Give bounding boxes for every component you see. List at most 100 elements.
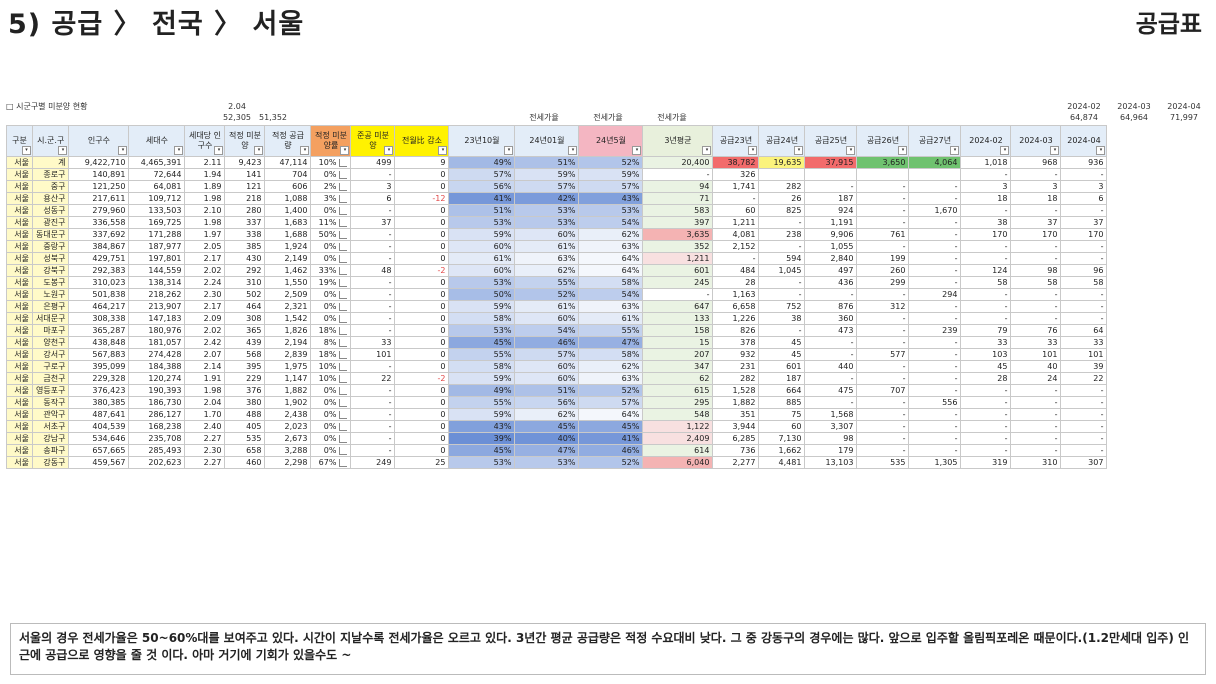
table-cell[interactable]: - [1060,444,1108,457]
table-cell[interactable]: - [1010,432,1062,445]
table-cell[interactable]: 292 [224,264,266,277]
table-cell[interactable]: - [1010,396,1062,409]
table-cell[interactable]: - [758,240,806,253]
table-cell[interactable]: 0 [394,288,450,301]
table-cell[interactable]: 181,057 [128,336,186,349]
table-cell[interactable]: 50% [448,288,516,301]
table-cell[interactable]: 서울 [6,288,33,301]
table-cell[interactable]: 430 [224,252,266,265]
table-cell[interactable]: -2 [394,372,450,385]
table-cell[interactable] [758,168,806,181]
table-cell[interactable]: 1,191 [804,216,858,229]
table-cell[interactable]: 0% [310,420,352,433]
table-cell[interactable]: - [1010,408,1062,421]
table-cell[interactable]: 1,568 [804,408,858,421]
table-cell[interactable]: - [908,180,962,193]
table-cell[interactable]: 25 [394,456,450,469]
table-cell[interactable]: 양천구 [31,336,70,349]
table-cell[interactable]: - [908,276,962,289]
table-cell[interactable]: 53% [448,456,516,469]
table-cell[interactable]: 2,194 [264,336,312,349]
table-cell[interactable]: - [908,228,962,241]
table-cell[interactable]: 121 [224,180,266,193]
table-cell[interactable]: 179 [804,444,858,457]
table-cell[interactable]: 299 [856,276,910,289]
table-cell[interactable]: 2,409 [642,432,714,445]
table-cell[interactable]: 704 [264,168,312,181]
table-cell[interactable]: - [1010,420,1062,433]
table-cell[interactable]: - [908,348,962,361]
table-cell[interactable]: 서울 [6,360,33,373]
table-cell[interactable]: 서울 [6,204,33,217]
table-cell[interactable]: 58 [1060,276,1108,289]
table-cell[interactable]: 294 [908,288,962,301]
table-cell[interactable]: 0 [394,444,450,457]
table-cell[interactable]: 109,712 [128,192,186,205]
table-cell[interactable]: 187 [758,372,806,385]
table-cell[interactable]: 199 [856,252,910,265]
table-cell[interactable]: 439 [224,336,266,349]
table-cell[interactable]: 52% [578,384,644,397]
table-cell[interactable]: 58% [448,360,516,373]
table-cell[interactable]: 47% [514,444,580,457]
table-cell[interactable]: - [758,324,806,337]
table-cell[interactable]: 1.98 [184,192,226,205]
table-cell[interactable]: - [712,252,760,265]
table-cell[interactable]: 64% [578,252,644,265]
table-cell[interactable]: 40% [514,432,580,445]
table-cell[interactable]: 351 [712,408,760,421]
table-cell[interactable]: 1,226 [712,312,760,325]
table-cell[interactable]: 60% [514,360,580,373]
table-cell[interactable]: 33 [1010,336,1062,349]
table-cell[interactable]: - [1010,204,1062,217]
table-cell[interactable]: 금천구 [31,372,70,385]
table-cell[interactable]: 2.27 [184,432,226,445]
table-cell[interactable]: 187 [804,192,858,205]
table-cell[interactable]: 169,725 [128,216,186,229]
table-cell[interactable]: - [1060,312,1108,325]
table-cell[interactable]: 46% [578,444,644,457]
table-cell[interactable]: 26 [758,192,806,205]
table-cell[interactable]: 707 [856,384,910,397]
table-cell[interactable]: 1.98 [184,384,226,397]
table-cell[interactable]: - [350,396,396,409]
table-cell[interactable]: 2.27 [184,456,226,469]
table-cell[interactable]: 0 [394,420,450,433]
table-cell[interactable]: - [960,444,1012,457]
table-cell[interactable]: 594 [758,252,806,265]
filter-dropdown-icon[interactable]: ▾ [898,146,908,155]
table-cell[interactable] [908,168,962,181]
table-cell[interactable]: - [1010,300,1062,313]
table-cell[interactable]: 429,751 [68,252,130,265]
table-cell[interactable]: 825 [758,204,806,217]
table-cell[interactable]: 274,428 [128,348,186,361]
table-cell[interactable]: 0% [310,408,352,421]
table-cell[interactable]: 0 [394,336,450,349]
table-cell[interactable]: 0 [394,276,450,289]
table-cell[interactable]: 968 [1010,156,1062,169]
table-cell[interactable]: 133,503 [128,204,186,217]
table-cell[interactable]: 337 [224,216,266,229]
table-cell[interactable]: 249 [350,456,396,469]
table-cell[interactable]: 2,673 [264,432,312,445]
table-cell[interactable]: 62% [514,408,580,421]
table-cell[interactable]: 170 [1060,228,1108,241]
table-cell[interactable]: 용산구 [31,192,70,205]
table-cell[interactable]: 33 [350,336,396,349]
table-cell[interactable]: - [1060,396,1108,409]
table-cell[interactable]: 9,423 [224,156,266,169]
table-cell[interactable]: 서울 [6,324,33,337]
table-cell[interactable]: 0 [394,300,450,313]
table-cell[interactable]: 33% [310,264,352,277]
table-cell[interactable]: 101 [1010,348,1062,361]
table-cell[interactable]: - [960,408,1012,421]
table-cell[interactable]: - [908,216,962,229]
table-cell[interactable]: - [350,408,396,421]
table-cell[interactable]: 282 [712,372,760,385]
table-cell[interactable]: - [1010,312,1062,325]
table-cell[interactable]: 60 [758,420,806,433]
table-cell[interactable]: 121,250 [68,180,130,193]
table-cell[interactable]: 서울 [6,408,33,421]
table-cell[interactable]: 20,400 [642,156,714,169]
table-cell[interactable]: 계 [31,156,70,169]
